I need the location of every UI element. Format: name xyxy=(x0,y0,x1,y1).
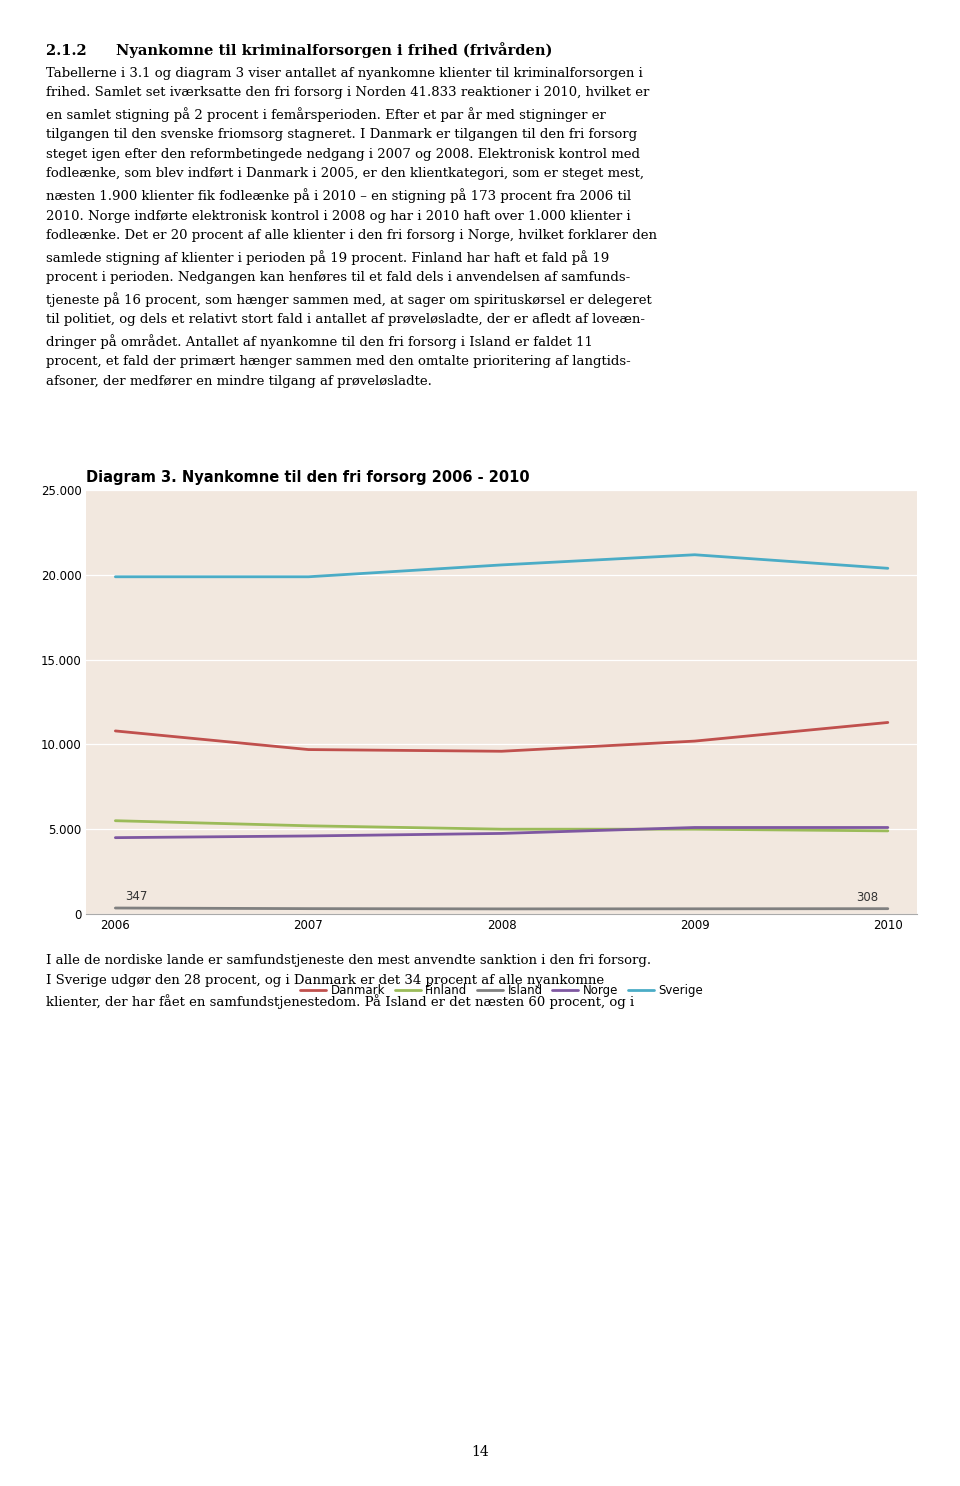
Text: 2.1.2  Nyankomne til kriminalforsorgen i frihed (frivården): 2.1.2 Nyankomne til kriminalforsorgen i … xyxy=(46,42,552,58)
Finland xyxy=(496,820,508,838)
Finland xyxy=(109,811,121,829)
Text: 14: 14 xyxy=(471,1446,489,1459)
Island xyxy=(109,899,121,917)
Norge xyxy=(109,829,121,847)
Sverige xyxy=(496,556,508,574)
Text: Tabellerne i 3.1 og diagram 3 viser antallet af nyankomne klienter til kriminalf: Tabellerne i 3.1 og diagram 3 viser anta… xyxy=(46,67,657,388)
Line: Finland: Finland xyxy=(115,820,888,831)
Text: 347: 347 xyxy=(125,890,148,903)
Sverige xyxy=(882,559,894,577)
Line: Norge: Norge xyxy=(115,828,888,838)
Danmark xyxy=(302,740,314,758)
Text: 308: 308 xyxy=(856,892,878,903)
Legend: Danmark, Finland, Island, Norge, Sverige: Danmark, Finland, Island, Norge, Sverige xyxy=(296,979,708,1002)
Line: Danmark: Danmark xyxy=(115,722,888,752)
Danmark xyxy=(496,743,508,761)
Island xyxy=(302,899,314,917)
Line: Sverige: Sverige xyxy=(115,554,888,577)
Norge xyxy=(496,825,508,843)
Island xyxy=(689,901,701,918)
Island xyxy=(882,899,894,917)
Text: Diagram 3. Nyankomne til den fri forsorg 2006 - 2010: Diagram 3. Nyankomne til den fri forsorg… xyxy=(86,470,530,484)
Text: I alle de nordiske lande er samfundstjeneste den mest anvendte sanktion i den fr: I alle de nordiske lande er samfundstjen… xyxy=(46,954,651,1009)
Finland xyxy=(302,817,314,835)
Danmark xyxy=(882,713,894,731)
Island xyxy=(496,901,508,918)
Sverige xyxy=(302,568,314,585)
Norge xyxy=(882,819,894,837)
Norge xyxy=(302,828,314,846)
Sverige xyxy=(689,545,701,563)
Finland xyxy=(882,822,894,840)
Danmark xyxy=(689,733,701,750)
Sverige xyxy=(109,568,121,585)
Finland xyxy=(689,820,701,838)
Norge xyxy=(689,819,701,837)
Danmark xyxy=(109,722,121,740)
